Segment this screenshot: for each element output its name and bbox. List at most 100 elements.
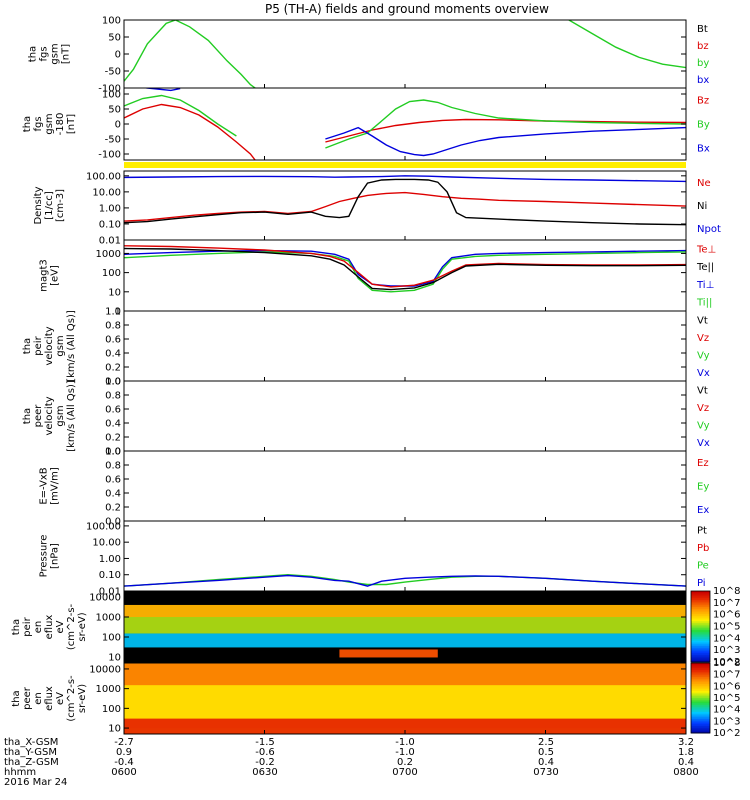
y-tick-label: 0.01 bbox=[99, 587, 121, 598]
colorbar-swatch bbox=[691, 642, 710, 645]
panel-frame bbox=[123, 19, 687, 89]
y-tick-label: 10 bbox=[108, 652, 121, 663]
panel-frame bbox=[123, 310, 687, 382]
legend-entry: Pi bbox=[697, 578, 706, 589]
footer-tick-value: 0.5 bbox=[538, 747, 554, 758]
y-axis-label: eV bbox=[55, 692, 66, 705]
footer-tick-value: 0700 bbox=[392, 767, 417, 778]
colorbar-swatch bbox=[691, 644, 710, 647]
y-axis-label: [mV/m] bbox=[50, 467, 61, 505]
legend-entry: Bz bbox=[697, 96, 709, 107]
colorbar-swatch bbox=[691, 731, 710, 734]
footer-tick-value: -1.0 bbox=[395, 737, 415, 748]
series-group bbox=[124, 20, 686, 88]
series-By bbox=[124, 94, 237, 137]
series-Npot bbox=[124, 175, 686, 183]
colorbar-swatch bbox=[691, 663, 710, 666]
colorbar-swatch bbox=[691, 713, 710, 716]
colorbar-swatch bbox=[691, 705, 710, 708]
colorbar-swatch bbox=[691, 601, 710, 604]
y-axis-label: tha bbox=[22, 408, 33, 424]
colorbar-swatch bbox=[691, 678, 710, 681]
colorbar-swatch bbox=[691, 605, 710, 608]
colorbar-swatch bbox=[691, 635, 710, 638]
y-tick-label: -50 bbox=[105, 67, 121, 78]
colorbar-swatch bbox=[691, 606, 710, 610]
colorbar-swatch bbox=[691, 610, 710, 613]
colorbar-tick-label: 10^6 bbox=[713, 681, 740, 692]
y-axis-label: en bbox=[33, 692, 44, 705]
legend-entry: Te⊥ bbox=[696, 244, 716, 255]
colorbar-swatch bbox=[691, 646, 710, 649]
colorbar-tick-label: 10^8 bbox=[713, 586, 740, 597]
y-tick-label: 1.0 bbox=[105, 447, 121, 458]
panel-frame bbox=[123, 450, 687, 522]
colorbar-swatch bbox=[691, 599, 710, 603]
footer-row-label: tha_Y-GSM bbox=[4, 747, 57, 758]
y-tick-label: 0.4 bbox=[105, 419, 121, 430]
spectrogram-image bbox=[124, 663, 686, 734]
colorbar-tick-label: 10^4 bbox=[713, 705, 740, 716]
colorbar-swatch bbox=[691, 685, 710, 688]
y-tick-label: 10000 bbox=[89, 593, 121, 604]
colorbar-swatch bbox=[691, 651, 710, 654]
y-axis-label: eV bbox=[55, 620, 66, 633]
y-tick-label: 0.8 bbox=[105, 321, 121, 332]
y-axis-label: velocity bbox=[44, 396, 55, 435]
colorbar-swatch bbox=[691, 671, 710, 674]
series-Bx bbox=[325, 126, 686, 157]
colorbar-swatch bbox=[691, 637, 710, 640]
y-tick-label: 0 bbox=[115, 120, 121, 131]
colorbar-swatch bbox=[691, 719, 710, 722]
footer-tick-value: 0730 bbox=[533, 767, 558, 778]
colorbar-swatch bbox=[691, 726, 710, 729]
legend-entry: Ti|| bbox=[696, 298, 712, 309]
y-tick-label: 1.0 bbox=[105, 377, 121, 388]
legend-entry: bx bbox=[697, 75, 709, 86]
panel-peer-spectrogram: 10^810^710^610^510^410^310^2100001000100… bbox=[11, 658, 740, 739]
footer-tick-value: -0.6 bbox=[255, 747, 275, 758]
y-tick-label: 10.00 bbox=[92, 187, 121, 198]
colorbar-swatch bbox=[691, 673, 710, 676]
y-axis-label: sr-eV) bbox=[77, 612, 88, 641]
y-tick-label: 100 bbox=[102, 16, 121, 27]
colorbar-swatch bbox=[691, 591, 710, 594]
y-axis-label: E=-VxB bbox=[39, 467, 50, 504]
footer-row-label: hhmm bbox=[4, 767, 36, 778]
legend-entry: Pt bbox=[697, 525, 707, 536]
colorbar-swatch bbox=[691, 628, 710, 631]
series-group bbox=[124, 245, 686, 293]
y-axis-label: peer bbox=[22, 686, 33, 710]
spectrogram-hot-streak bbox=[339, 649, 438, 658]
series-Te⊥ bbox=[124, 245, 686, 288]
colorbar-swatch bbox=[691, 596, 710, 599]
y-axis-label: peer bbox=[33, 404, 44, 428]
colorbar-swatch bbox=[691, 615, 710, 619]
legend-entry: Ey bbox=[697, 482, 709, 493]
legend-entry: Ni bbox=[697, 201, 707, 212]
y-axis-label: tha bbox=[22, 116, 33, 132]
colorbar-swatch bbox=[691, 624, 710, 627]
legend-entry: Pb bbox=[697, 543, 709, 554]
panel-temperature: 1000 100 10 1 magt3 [eV] Te⊥ Te|| Ti⊥ Ti|| bbox=[39, 239, 716, 318]
panel-peir-velocity: 1.0 0.8 0.6 0.4 0.2 0.0 tha peir velocity gsm [km/… bbox=[22, 307, 710, 388]
colorbar-swatch bbox=[691, 689, 710, 692]
y-tick-label: -50 bbox=[105, 135, 121, 146]
legend-entry: Ne bbox=[697, 178, 711, 189]
y-tick-label: 0.4 bbox=[105, 349, 121, 360]
colorbar-swatch bbox=[691, 670, 710, 673]
colorbar-tick-label: 10^8 bbox=[713, 658, 740, 669]
y-tick-label: 0.10 bbox=[99, 219, 121, 230]
panel-frame bbox=[123, 170, 687, 241]
colorbar-swatch bbox=[691, 727, 710, 730]
footer-tick-value: -1.5 bbox=[255, 737, 275, 748]
y-axis-label: gsm bbox=[55, 405, 66, 426]
footer-tick-value: 0.4 bbox=[538, 757, 554, 768]
y-tick-label: 1.0 bbox=[105, 307, 121, 318]
colorbar-swatch bbox=[691, 660, 710, 663]
y-tick-label: 0.2 bbox=[105, 433, 121, 444]
date-label: 2016 Mar 24 bbox=[4, 777, 67, 788]
panel-peer-velocity: 1.0 0.8 0.6 0.4 0.2 0.0 tha peer velocity gsm [km/… bbox=[22, 377, 710, 458]
y-axis-label: [nPa] bbox=[50, 543, 61, 569]
